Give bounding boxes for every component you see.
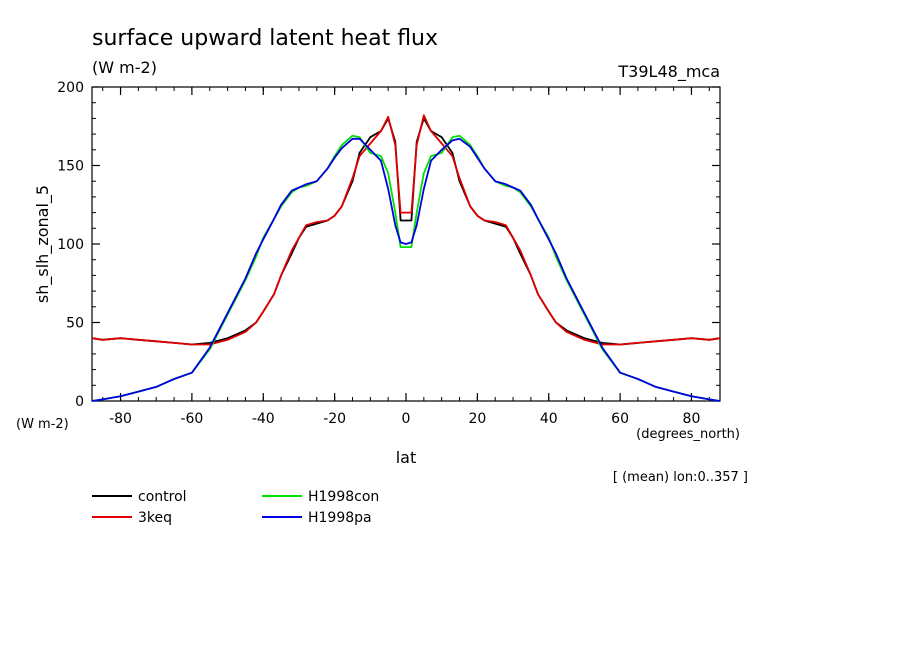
major-ticks	[92, 86, 720, 402]
averaging-note: [ (mean) lon:0..357 ]	[613, 470, 748, 485]
y-tick-label: 100	[57, 237, 84, 253]
chart-subtitle: (W m-2)	[92, 58, 157, 77]
series-layer	[91, 114, 721, 402]
legend-label: H1998pa	[308, 510, 372, 526]
x-axis-label: lat	[396, 448, 417, 467]
x-axis-unit: (degrees_north)	[636, 427, 740, 442]
chart-title: surface upward latent heat flux	[92, 26, 438, 51]
x-tick-label: -60	[180, 411, 203, 427]
y-tick-labels: 0 50 100 150 200	[57, 80, 84, 410]
series-line-h1998pa	[91, 137, 721, 402]
x-tick-label: 80	[683, 411, 701, 427]
y-tick-label: 50	[66, 316, 84, 332]
y-axis-label: sh_slh_zonal_5	[33, 185, 53, 303]
x-tick-label: -80	[109, 411, 132, 427]
x-tick-label: 20	[468, 411, 486, 427]
legend: control 3keq H1998con H1998pa	[92, 489, 379, 526]
series-line-h1998con	[91, 134, 721, 402]
series-line-3keq	[91, 114, 721, 346]
x-tick-labels: -80 -60 -40 -20 0 20 40 60 80	[109, 411, 700, 427]
legend-label: H1998con	[308, 489, 379, 505]
x-tick-label: 40	[540, 411, 558, 427]
x-tick-label: -40	[252, 411, 275, 427]
y-tick-label: 150	[57, 159, 84, 175]
y-axis-unit: (W m-2)	[16, 417, 69, 432]
x-tick-label: -20	[323, 411, 346, 427]
y-tick-label: 0	[75, 394, 84, 410]
x-tick-label: 60	[611, 411, 629, 427]
y-tick-label: 200	[57, 80, 84, 96]
legend-label: control	[138, 489, 187, 505]
series-line-control	[91, 117, 721, 346]
x-tick-label: 0	[402, 411, 411, 427]
run-tag: T39L48_mca	[617, 62, 720, 82]
legend-label: 3keq	[138, 510, 172, 526]
plot-area	[91, 86, 721, 402]
